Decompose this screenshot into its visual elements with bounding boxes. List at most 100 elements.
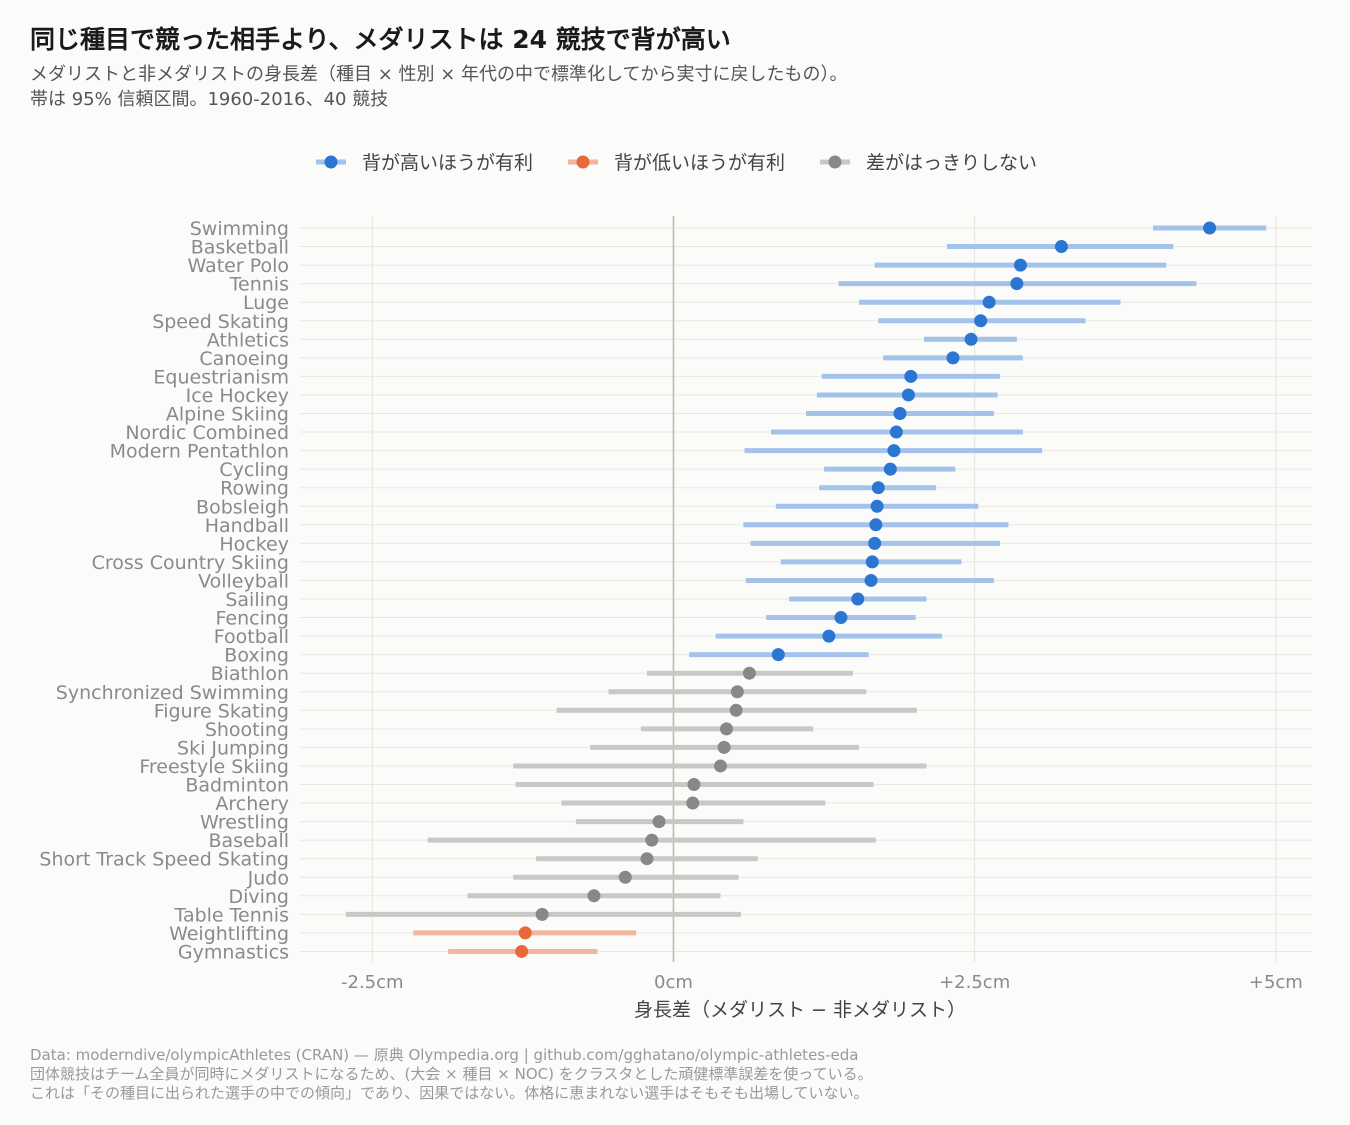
point-hockey	[868, 536, 882, 550]
y-tick-label: Short Track Speed Skating	[39, 849, 289, 871]
chart-title: 同じ種目で競った相手より、メダリストは 24 競技で背が高い	[30, 25, 731, 54]
caption-line-3: これは「その種目に出られた選手の中での傾向」であり、因果ではない。体格に恵まれな…	[30, 1084, 869, 1102]
point-wrestling	[652, 815, 666, 829]
point-ski-jumping	[717, 740, 731, 754]
y-tick-label: Basketball	[191, 237, 289, 259]
x-tick-label: -2.5cm	[341, 972, 404, 993]
chart-header: 同じ種目で競った相手より、メダリストは 24 競技で背が高い メダリストと非メダ…	[30, 25, 848, 110]
y-tick-label: Judo	[247, 867, 289, 889]
point-water-polo	[1013, 258, 1027, 272]
y-tick-label: Nordic Combined	[125, 422, 289, 444]
y-tick-label: Badminton	[185, 775, 289, 797]
legend-label: 背が低いほうが有利	[614, 152, 785, 174]
point-freestyle-skiing	[713, 759, 727, 773]
legend-label: 差がはっきりしない	[866, 152, 1037, 174]
point-gymnastics	[515, 944, 529, 958]
y-tick-label: Rowing	[220, 478, 289, 500]
vertical-gridlines	[371, 216, 1277, 962]
point-ice-hockey	[901, 388, 915, 402]
y-tick-label: Luge	[243, 292, 289, 314]
point-judo	[618, 870, 632, 884]
point-alpine-skiing	[893, 407, 907, 420]
y-tick-label: Swimming	[190, 218, 289, 240]
point-archery	[686, 796, 700, 810]
x-axis-tick-labels: -2.5cm 0cm +2.5cm +5cm	[341, 972, 1303, 993]
y-tick-label: Speed Skating	[152, 311, 289, 333]
y-tick-label: Wrestling	[200, 812, 289, 834]
y-tick-label: Sailing	[225, 589, 289, 611]
chart-legend: 背が高いほうが有利 背が低いほうが有利 差がはっきりしない	[316, 152, 1037, 174]
y-tick-label: Fencing	[216, 608, 289, 630]
y-tick-label: Volleyball	[198, 570, 289, 592]
y-tick-label: Table Tennis	[173, 904, 289, 926]
legend-item-taller: 背が高いほうが有利	[316, 152, 533, 174]
y-tick-label: Freestyle Skiing	[139, 756, 289, 778]
legend-swatch-point	[828, 155, 842, 169]
y-tick-label: Gymnastics	[178, 941, 289, 963]
point-canoeing	[946, 351, 960, 365]
y-tick-label: Boxing	[224, 645, 289, 667]
point-cross-country-skiing	[865, 555, 879, 569]
point-luge	[982, 295, 996, 309]
point-diving	[587, 889, 601, 903]
x-tick-label: 0cm	[654, 972, 693, 993]
point-modern-pentathlon	[887, 444, 901, 458]
y-tick-label: Weightlifting	[169, 923, 289, 945]
point-shooting	[719, 722, 733, 736]
point-rowing	[871, 481, 885, 495]
legend-swatch-point	[576, 155, 590, 169]
caption-line-1: Data: moderndive/olympicAthletes (CRAN) …	[30, 1046, 858, 1064]
point-nordic-combined	[889, 425, 903, 439]
chart-caption: Data: moderndive/olympicAthletes (CRAN) …	[30, 1046, 873, 1102]
y-tick-label: Figure Skating	[154, 700, 289, 722]
point-table-tennis	[535, 907, 549, 921]
y-tick-label: Tennis	[229, 274, 289, 296]
confidence-interval-bands	[345, 225, 1267, 954]
point-bobsleigh	[870, 499, 884, 513]
x-tick-label: +5cm	[1249, 972, 1303, 993]
point-short-track-speed-skating	[640, 852, 654, 866]
point-tennis	[1010, 277, 1024, 291]
point-volleyball	[864, 573, 878, 587]
point-speed-skating	[974, 314, 988, 328]
y-tick-label: Archery	[215, 793, 289, 815]
point-figure-skating	[729, 703, 743, 717]
y-tick-label: Cross Country Skiing	[92, 552, 289, 574]
horizontal-gridlines	[300, 227, 1312, 952]
y-tick-label: Canoeing	[199, 348, 289, 370]
point-sailing	[851, 592, 865, 606]
caption-line-2: 団体競技はチーム全員が同時にメダリストになるため、(大会 × 種目 × NOC)…	[30, 1065, 873, 1083]
y-tick-label: Equestrianism	[153, 366, 289, 388]
x-axis-title: 身長差（メダリスト − 非メダリスト）	[634, 999, 966, 1021]
point-badminton	[687, 778, 701, 791]
y-tick-label: Diving	[228, 886, 289, 908]
point-fencing	[834, 611, 848, 625]
y-tick-label: Biathlon	[211, 663, 289, 685]
legend-item-shorter: 背が低いほうが有利	[568, 152, 785, 174]
point-biathlon	[742, 666, 756, 680]
point-handball	[869, 518, 883, 532]
point-equestrianism	[904, 369, 918, 383]
point-athletics	[964, 332, 978, 346]
point-basketball	[1054, 240, 1068, 254]
point-boxing	[771, 648, 785, 662]
y-tick-label: Ski Jumping	[177, 737, 289, 759]
y-tick-label: Baseball	[208, 830, 289, 852]
point-football	[822, 629, 836, 643]
legend-item-unclear: 差がはっきりしない	[820, 152, 1037, 174]
y-tick-label: Alpine Skiing	[166, 404, 289, 426]
chart-subtitle-line-1: メダリストと非メダリストの身長差（種目 × 性別 × 年代の中で標準化してから実…	[30, 64, 848, 85]
point-weightlifting	[518, 926, 532, 940]
y-tick-label: Shooting	[205, 719, 289, 741]
x-tick-label: +2.5cm	[939, 972, 1010, 993]
y-tick-label: Hockey	[219, 533, 289, 555]
point-cycling	[883, 462, 897, 476]
y-tick-label: Handball	[205, 515, 289, 537]
y-tick-label: Synchronized Swimming	[56, 682, 289, 704]
y-tick-label: Modern Pentathlon	[110, 441, 289, 463]
legend-swatch-point	[324, 155, 338, 169]
y-tick-label: Football	[214, 626, 289, 648]
